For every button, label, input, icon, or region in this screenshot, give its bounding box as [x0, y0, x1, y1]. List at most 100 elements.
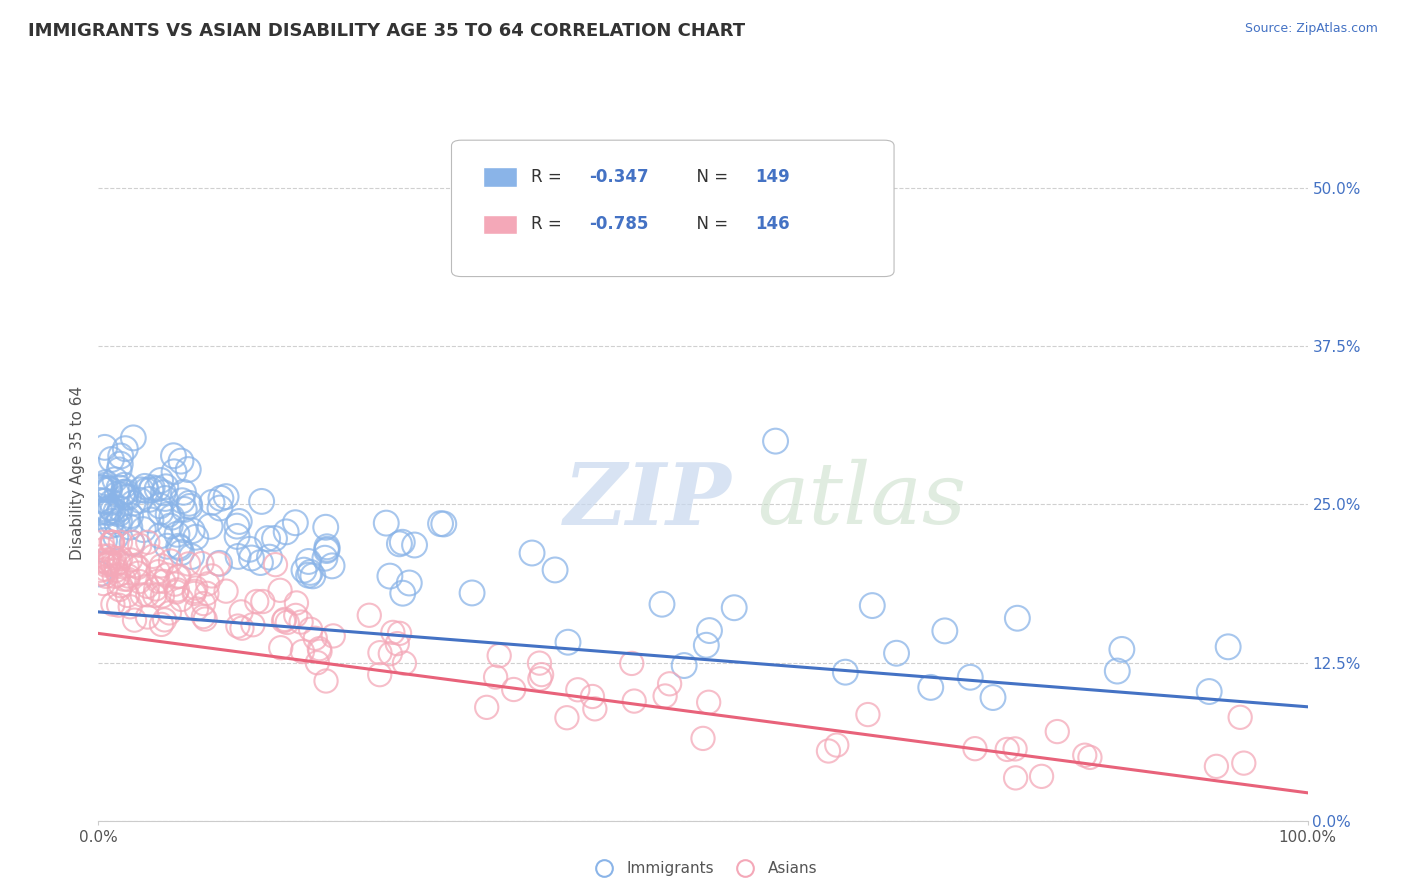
Point [623, 694, 645, 708]
Point [239, 542, 262, 557]
Point [93, 566, 115, 581]
Point [368, 646, 391, 660]
Point [654, 689, 676, 703]
Text: -0.347: -0.347 [589, 168, 650, 186]
Point [100, 535, 122, 549]
Point [316, 542, 339, 557]
Point [368, 667, 391, 681]
Point [765, 434, 787, 449]
Point [167, 539, 190, 553]
Point [186, 602, 208, 616]
Point [135, 483, 157, 498]
Point [100, 452, 122, 467]
Point [101, 535, 124, 549]
Point [96, 553, 118, 567]
Point [723, 600, 745, 615]
Point [139, 513, 162, 527]
Point [197, 577, 219, 591]
Point [1111, 642, 1133, 657]
Point [226, 619, 249, 633]
Point [173, 485, 195, 500]
Point [228, 515, 250, 529]
Point [231, 621, 253, 635]
Point [101, 535, 124, 549]
Point [193, 609, 215, 624]
Point [180, 549, 202, 564]
Point [860, 599, 883, 613]
Point [380, 647, 402, 661]
Point [475, 700, 498, 714]
Point [270, 640, 292, 655]
Point [581, 690, 603, 704]
Point [297, 554, 319, 568]
Point [160, 510, 183, 524]
Point [433, 516, 456, 531]
Point [150, 617, 173, 632]
Point [127, 560, 149, 574]
Point [1107, 664, 1129, 678]
Point [100, 500, 122, 515]
Point [87, 566, 110, 581]
Point [120, 553, 142, 567]
Point [97, 557, 120, 571]
Point [94, 494, 117, 508]
Point [146, 482, 169, 496]
Point [299, 623, 322, 637]
Point [145, 582, 167, 596]
Point [104, 473, 127, 487]
Point [117, 512, 139, 526]
Point [304, 632, 326, 646]
Point [112, 478, 135, 492]
Point [120, 599, 142, 614]
Point [108, 556, 131, 570]
Point [315, 673, 337, 688]
Point [98, 482, 121, 496]
Point [620, 657, 643, 671]
Point [93, 533, 115, 548]
Text: -0.785: -0.785 [589, 215, 648, 234]
Point [128, 574, 150, 589]
Point [94, 562, 117, 576]
Point [276, 524, 298, 539]
Point [163, 465, 186, 479]
Point [170, 545, 193, 559]
Point [162, 449, 184, 463]
Point [315, 543, 337, 558]
Point [152, 485, 174, 500]
Point [150, 558, 173, 573]
Point [105, 505, 128, 519]
Point [242, 617, 264, 632]
Point [1229, 710, 1251, 724]
Point [117, 569, 139, 583]
Point [179, 496, 201, 510]
Point [934, 624, 956, 638]
Point [104, 558, 127, 573]
Point [163, 577, 186, 591]
Point [307, 656, 329, 670]
Point [1233, 756, 1256, 771]
Point [583, 702, 606, 716]
Point [299, 566, 322, 580]
Point [138, 492, 160, 507]
Point [156, 568, 179, 582]
Point [107, 567, 129, 582]
Point [315, 520, 337, 534]
Point [173, 523, 195, 537]
Text: 146: 146 [755, 215, 790, 234]
Point [215, 584, 238, 599]
Point [215, 490, 238, 504]
Point [284, 516, 307, 530]
Point [181, 524, 204, 538]
Point [391, 586, 413, 600]
Point [291, 644, 314, 658]
Point [995, 742, 1018, 756]
Point [110, 551, 132, 566]
Point [93, 478, 115, 492]
Point [177, 462, 200, 476]
Point [692, 731, 714, 746]
Point [1007, 611, 1029, 625]
Point [252, 594, 274, 608]
Point [100, 518, 122, 533]
Point [208, 557, 231, 571]
Point [141, 481, 163, 495]
